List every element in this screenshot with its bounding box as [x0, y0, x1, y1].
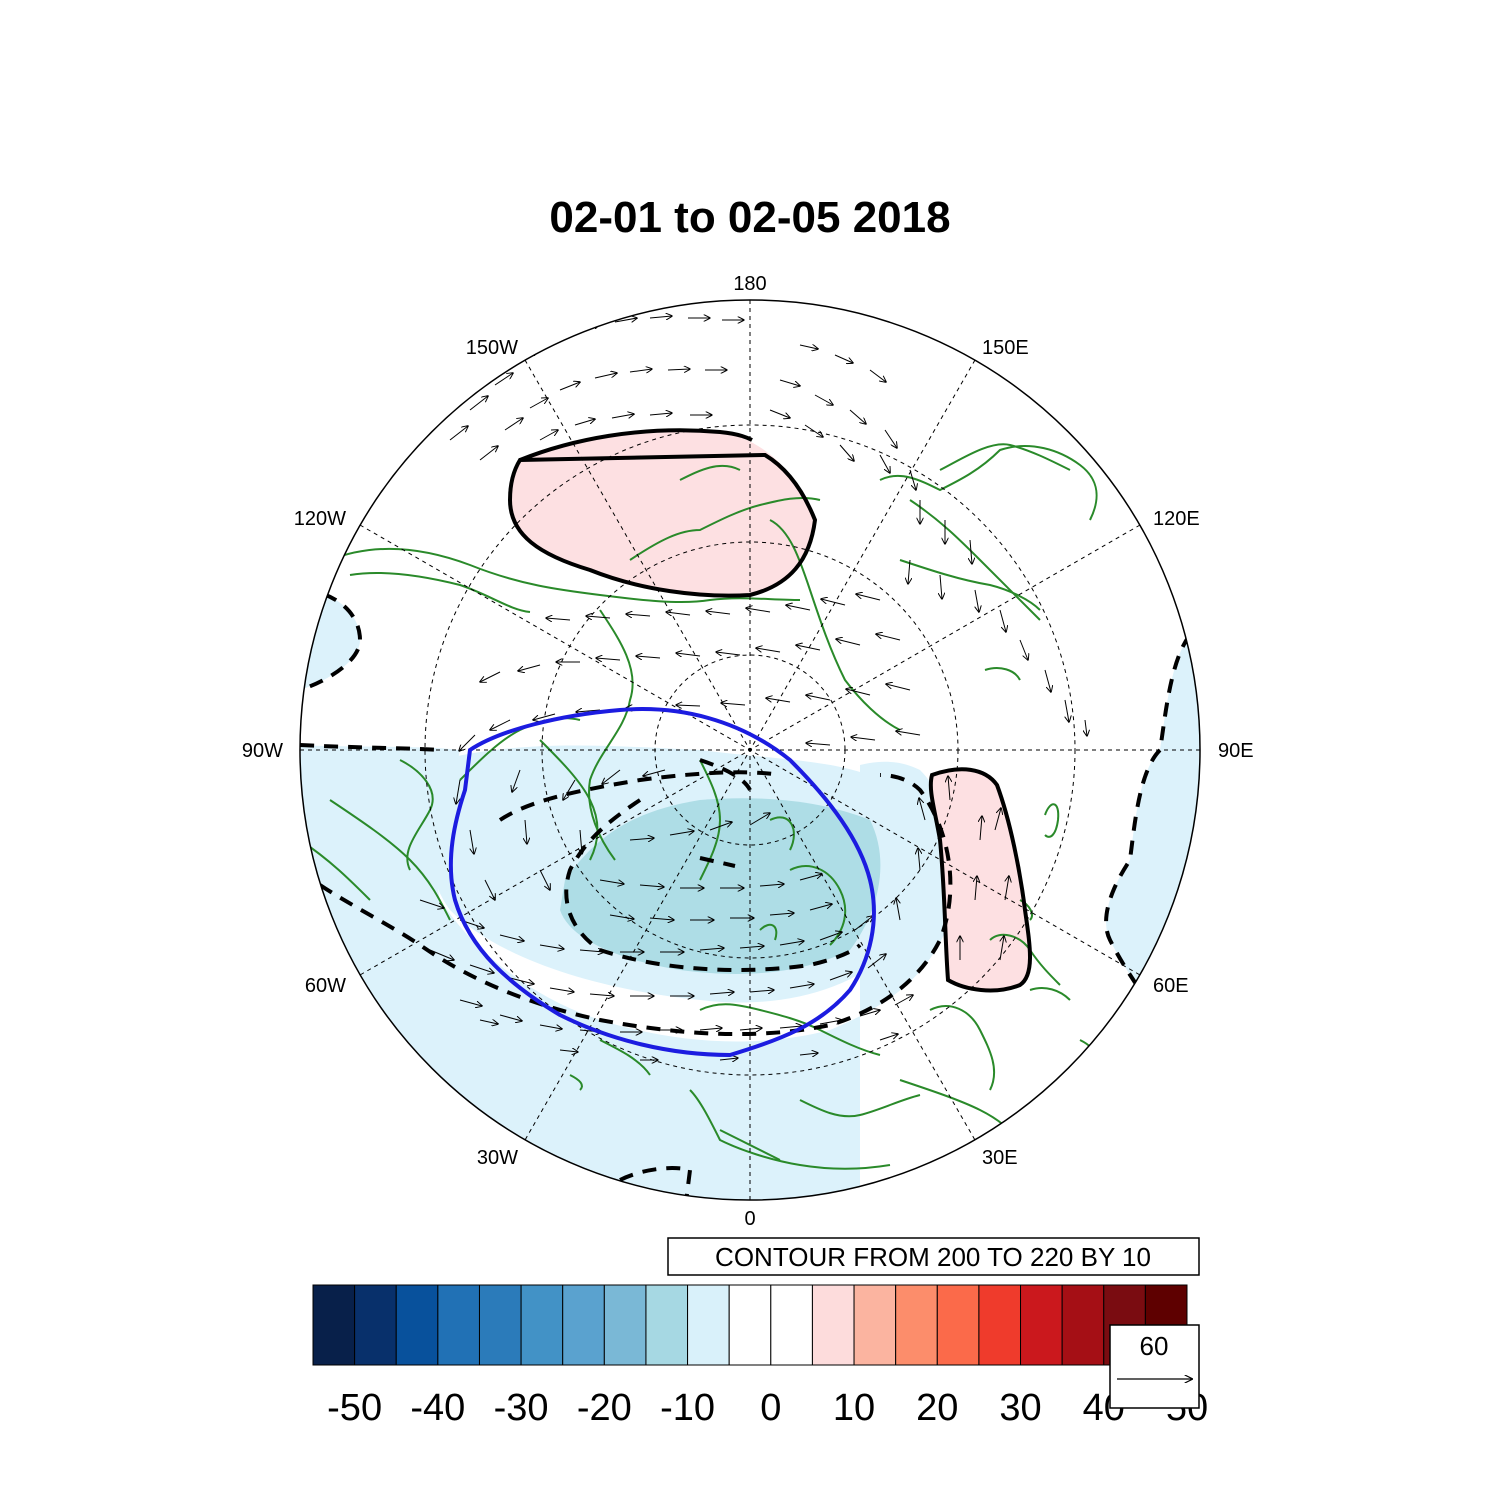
- lon-label-90e: 90E: [1218, 740, 1254, 762]
- colorbar-swatch: [853, 1284, 897, 1366]
- reference-vector-box: 60: [1109, 1324, 1200, 1409]
- colorbar-tick-label: 10: [833, 1387, 875, 1429]
- colorbar-swatch: [645, 1284, 689, 1366]
- longitude-labels: 180 150E 120E 90E 60E 30E 0 30W 60W 90W …: [242, 273, 1254, 1230]
- colorbar-swatch: [354, 1284, 397, 1366]
- lon-label-30e: 30E: [982, 1147, 1018, 1169]
- colorbar-swatch: [312, 1284, 356, 1366]
- colorbar-swatch: [770, 1284, 813, 1366]
- colorbar-swatch: [562, 1284, 605, 1366]
- lon-label-60e: 60E: [1153, 975, 1189, 997]
- contour-lines: [507, 428, 1032, 993]
- colorbar-swatch: [520, 1284, 564, 1366]
- colorbar-tick-label: -40: [410, 1387, 465, 1429]
- colorbar-tick-label: 30: [999, 1387, 1041, 1429]
- lon-label-90w: 90W: [242, 740, 283, 762]
- colorbar-swatch: [437, 1284, 480, 1366]
- colorbar-tick-label: -30: [494, 1387, 549, 1429]
- lon-label-120e: 120E: [1153, 508, 1200, 530]
- dashed-contours: [300, 588, 1192, 1200]
- blue-contour: [448, 707, 876, 1058]
- colorbar-swatch: [811, 1284, 855, 1366]
- colorbar-tick-label: -50: [327, 1387, 382, 1429]
- colorbar-tick-label: 0: [760, 1387, 781, 1429]
- pink-region-north: [510, 430, 815, 596]
- colorbar-tick-label: -20: [577, 1387, 632, 1429]
- colorbar-swatch: [478, 1284, 522, 1366]
- colorbar-swatch: [1020, 1284, 1063, 1366]
- colorbar-swatch: [978, 1284, 1022, 1366]
- lon-label-150w: 150W: [466, 337, 518, 359]
- colorbar-swatch: [895, 1284, 938, 1366]
- colorbar-swatch: [728, 1284, 772, 1366]
- lon-label-180: 180: [733, 273, 766, 295]
- lon-label-0: 0: [744, 1208, 755, 1230]
- contour-pink-east: [928, 767, 1032, 993]
- plot-title: 02-01 to 02-05 2018: [549, 193, 950, 242]
- colorbar-swatch: [603, 1284, 647, 1366]
- colorbar-swatch: [395, 1284, 439, 1366]
- colorbar-tick-label: 20: [916, 1387, 958, 1429]
- mid-blue-core-region: [560, 798, 881, 974]
- contour-info-text: CONTOUR FROM 200 TO 220 BY 10: [715, 1242, 1151, 1272]
- contour-info-box: CONTOUR FROM 200 TO 220 BY 10: [667, 1237, 1200, 1276]
- lon-label-150e: 150E: [982, 337, 1029, 359]
- lon-label-60w: 60W: [305, 975, 346, 997]
- colorbar-tick-labels: -50-40-30-20-1001020304050: [327, 1387, 1208, 1429]
- colorbar: [312, 1284, 1188, 1366]
- map-border: [299, 299, 1201, 1201]
- colorbar-swatch: [687, 1284, 730, 1366]
- polar-map: [300, 300, 1200, 1200]
- colorbar-tick-label: -10: [660, 1387, 715, 1429]
- colorbar-swatch: [1061, 1284, 1105, 1366]
- colorbar-swatch: [936, 1284, 980, 1366]
- graticule: [300, 300, 1200, 1200]
- lon-label-120w: 120W: [294, 508, 346, 530]
- lon-label-30w: 30W: [477, 1147, 518, 1169]
- coastlines: [300, 443, 1098, 1170]
- contour-pink-north: [507, 428, 818, 598]
- reference-vector-magnitude: 60: [1140, 1331, 1169, 1361]
